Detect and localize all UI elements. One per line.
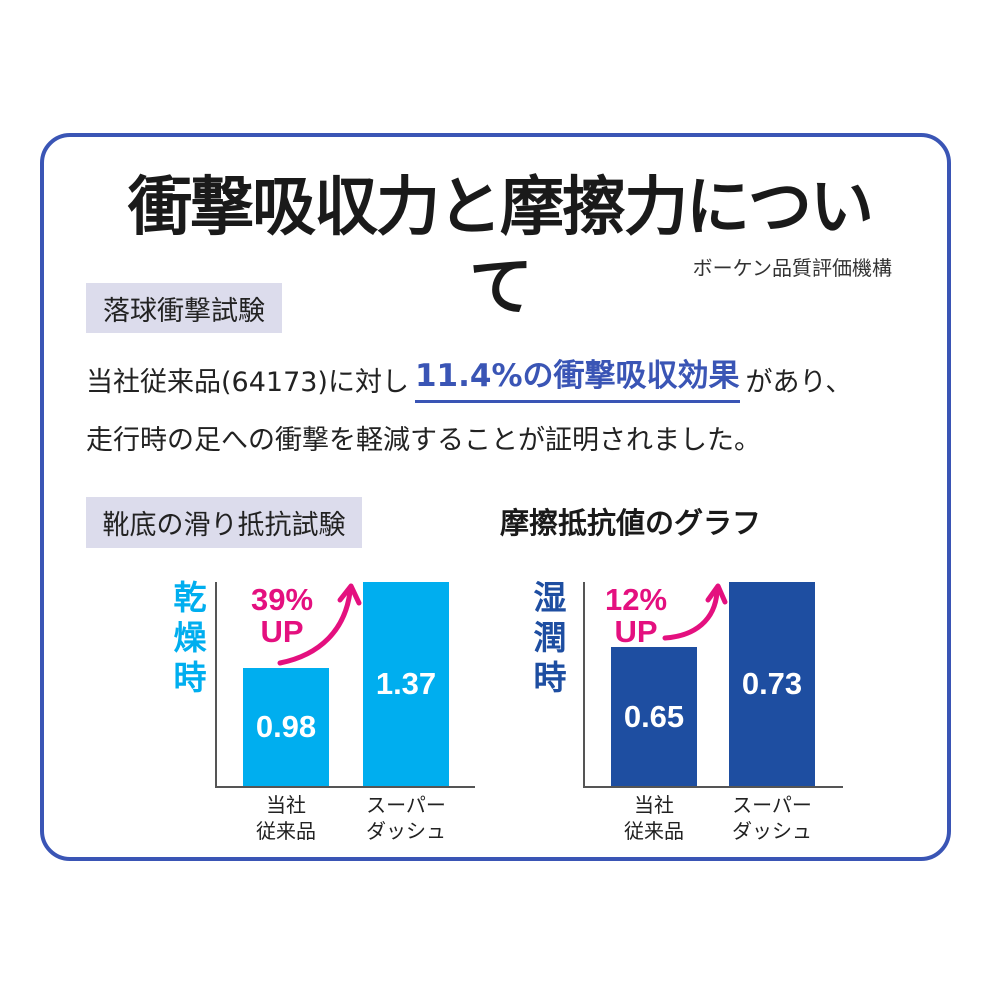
drop-ball-test-label: 落球衝撃試験 [86, 283, 282, 333]
impact-text-after: があり、 [745, 367, 853, 398]
y-axis [215, 582, 217, 788]
page-title: 衝撃吸収力と摩擦力について [128, 171, 874, 325]
wet-bar-superdash: 0.73 [729, 582, 815, 786]
category-label-conventional: 当社 従来品 [594, 792, 714, 844]
wet-bar-conventional: 0.65 [611, 647, 697, 786]
bar-value: 0.65 [623, 698, 685, 734]
category-label-conventional: 当社 従来品 [226, 792, 346, 844]
category-line: スーパー [366, 793, 446, 817]
x-axis [583, 786, 843, 788]
increase-up: UP [614, 614, 658, 649]
category-line: 当社 [634, 793, 674, 817]
impact-text-before: 当社従来品(64173)に対し [86, 367, 409, 398]
up-arrow-icon [662, 583, 728, 641]
source-credit: ボーケン品質評価機構 [692, 256, 892, 280]
bar-value: 1.37 [375, 666, 437, 701]
increase-percent: 39% [250, 582, 314, 617]
category-line: ダッシュ [366, 819, 446, 843]
up-arrow-icon [277, 583, 362, 666]
impact-result-line-2: 走行時の足への衝撃を軽減することが証明されました。 [86, 425, 761, 456]
category-line: スーパー [732, 793, 812, 817]
category-label-superdash: スーパー ダッシュ [346, 792, 466, 844]
graph-title: 摩擦抵抗値のグラフ [500, 506, 762, 540]
dry-friction-chart: 乾燥時 0.98 1.37 39% UP 当社 従来品 スーパー ダッシュ [160, 570, 480, 850]
y-axis [583, 582, 585, 788]
impact-highlight: 11.4%の衝撃吸収効果 [414, 356, 740, 403]
dry-increase-annotation: 39% UP [242, 584, 322, 648]
category-line: ダッシュ [732, 819, 812, 843]
category-line: 従来品 [256, 819, 316, 843]
wet-increase-annotation: 12% UP [596, 584, 676, 648]
bar-value: 0.98 [255, 709, 317, 744]
content-frame [40, 133, 951, 861]
dry-bar-superdash: 1.37 [363, 582, 449, 786]
dry-bar-conventional: 0.98 [243, 668, 329, 786]
slip-resistance-test-label-text: 靴底の滑り抵抗試験 [102, 510, 346, 541]
category-label-superdash: スーパー ダッシュ [712, 792, 832, 844]
wet-chart-title: 湿潤時 [533, 578, 567, 697]
slip-resistance-test-label: 靴底の滑り抵抗試験 [86, 497, 362, 548]
category-line: 従来品 [624, 819, 684, 843]
dry-chart-title: 乾燥時 [173, 578, 207, 697]
x-axis [215, 786, 475, 788]
impact-result-line-1: 当社従来品(64173)に対し 11.4%の衝撃吸収効果 があり、 [86, 356, 852, 403]
increase-percent: 12% [604, 582, 668, 617]
increase-up: UP [260, 614, 304, 649]
drop-ball-test-label-text: 落球衝撃試験 [103, 295, 265, 327]
bar-value: 0.73 [741, 666, 803, 701]
category-line: 当社 [266, 793, 306, 817]
wet-friction-chart: 湿潤時 0.65 0.73 12% UP 当社 従来品 スーパー ダッシュ [520, 570, 843, 850]
